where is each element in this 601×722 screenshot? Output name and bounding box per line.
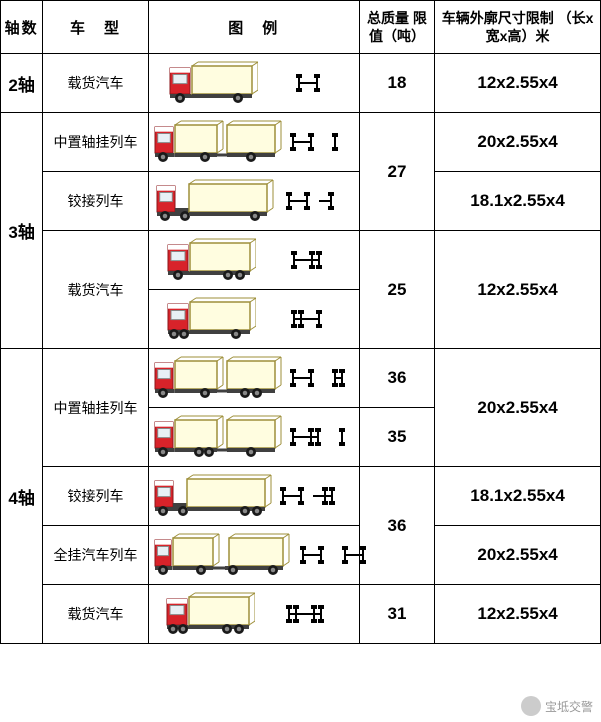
diagram-cell (148, 172, 359, 231)
weight-cell: 27 (359, 113, 434, 231)
watermark-icon (521, 696, 541, 716)
type-cell: 载货汽车 (43, 585, 149, 644)
diagram-cell (148, 526, 359, 585)
table-row: 载货汽车 3112x2.55x4 (1, 585, 601, 644)
table-row: 4轴中置轴挂列车 3620x2.55x4 (1, 349, 601, 408)
type-cell: 载货汽车 (43, 54, 149, 113)
header-weight: 总质量 限值（吨） (359, 1, 434, 54)
diagram-cell (148, 113, 359, 172)
diagram-cell (148, 290, 359, 349)
dimension-cell: 12x2.55x4 (435, 585, 601, 644)
weight-cell: 35 (359, 408, 434, 467)
axle-cell: 3轴 (1, 113, 43, 349)
dimension-cell: 20x2.55x4 (435, 349, 601, 467)
diagram-cell (148, 408, 359, 467)
table-row: 3轴中置轴挂列车 2720x2.55x4 (1, 113, 601, 172)
table-row: 铰接列车 3618.1x2.55x4 (1, 467, 601, 526)
axle-cell: 4轴 (1, 349, 43, 644)
dimension-cell: 18.1x2.55x4 (435, 467, 601, 526)
axle-cell: 2轴 (1, 54, 43, 113)
header-diagram: 图 例 (148, 1, 359, 54)
diagram-cell (148, 467, 359, 526)
type-cell: 全挂汽车列车 (43, 526, 149, 585)
header-axles: 轴数 (1, 1, 43, 54)
diagram-cell (148, 231, 359, 290)
dimension-cell: 12x2.55x4 (435, 231, 601, 349)
vehicle-limits-table: 轴数 车 型 图 例 总质量 限值（吨） 车辆外廓尺寸限制 （长x宽x高）米 2… (0, 0, 601, 644)
watermark: 宝坻交警 (521, 696, 593, 716)
dimension-cell: 18.1x2.55x4 (435, 172, 601, 231)
dimension-cell: 20x2.55x4 (435, 526, 601, 585)
type-cell: 中置轴挂列车 (43, 349, 149, 467)
weight-cell: 18 (359, 54, 434, 113)
type-cell: 铰接列车 (43, 172, 149, 231)
table-row: 铰接列车 18.1x2.55x4 (1, 172, 601, 231)
type-cell: 中置轴挂列车 (43, 113, 149, 172)
type-cell: 载货汽车 (43, 231, 149, 349)
header-row: 轴数 车 型 图 例 总质量 限值（吨） 车辆外廓尺寸限制 （长x宽x高）米 (1, 1, 601, 54)
diagram-cell (148, 349, 359, 408)
type-cell: 铰接列车 (43, 467, 149, 526)
weight-cell: 25 (359, 231, 434, 349)
header-type: 车 型 (43, 1, 149, 54)
watermark-text: 宝坻交警 (545, 698, 593, 715)
dimension-cell: 20x2.55x4 (435, 113, 601, 172)
diagram-cell (148, 585, 359, 644)
table-row: 2轴载货汽车 1812x2.55x4 (1, 54, 601, 113)
dimension-cell: 12x2.55x4 (435, 54, 601, 113)
header-dimensions: 车辆外廓尺寸限制 （长x宽x高）米 (435, 1, 601, 54)
weight-cell: 31 (359, 585, 434, 644)
weight-cell: 36 (359, 349, 434, 408)
table-row: 载货汽车 2512x2.55x4 (1, 231, 601, 290)
table-row: 全挂汽车列车 20x2.55x4 (1, 526, 601, 585)
diagram-cell (148, 54, 359, 113)
